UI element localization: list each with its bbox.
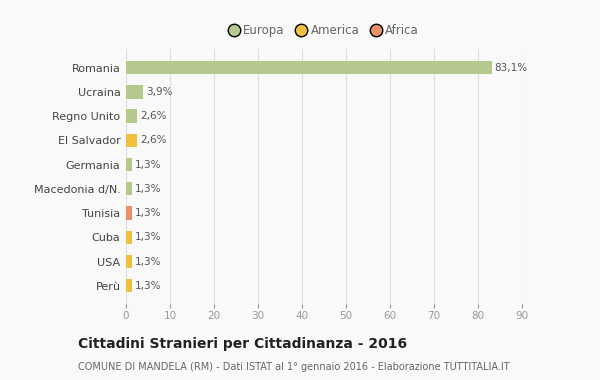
- Bar: [126, 231, 132, 244]
- Text: 83,1%: 83,1%: [495, 63, 528, 73]
- Text: 1,3%: 1,3%: [135, 208, 161, 218]
- Text: 1,3%: 1,3%: [135, 160, 161, 169]
- Legend: Europa, America, Africa: Europa, America, Africa: [224, 20, 424, 42]
- Bar: [126, 255, 132, 268]
- Bar: [126, 158, 132, 171]
- Text: 1,3%: 1,3%: [135, 256, 161, 266]
- Text: 2,6%: 2,6%: [140, 111, 167, 121]
- Text: COMUNE DI MANDELA (RM) - Dati ISTAT al 1° gennaio 2016 - Elaborazione TUTTITALIA: COMUNE DI MANDELA (RM) - Dati ISTAT al 1…: [78, 363, 509, 372]
- Text: 1,3%: 1,3%: [135, 281, 161, 291]
- Bar: [126, 109, 137, 123]
- Bar: [126, 279, 132, 293]
- Bar: [126, 85, 143, 98]
- Bar: [126, 206, 132, 220]
- Text: 1,3%: 1,3%: [135, 232, 161, 242]
- Bar: [126, 182, 132, 195]
- Bar: [126, 134, 137, 147]
- Bar: [126, 61, 491, 74]
- Text: 3,9%: 3,9%: [146, 87, 173, 97]
- Text: Cittadini Stranieri per Cittadinanza - 2016: Cittadini Stranieri per Cittadinanza - 2…: [78, 337, 407, 351]
- Text: 1,3%: 1,3%: [135, 184, 161, 194]
- Text: 2,6%: 2,6%: [140, 135, 167, 145]
